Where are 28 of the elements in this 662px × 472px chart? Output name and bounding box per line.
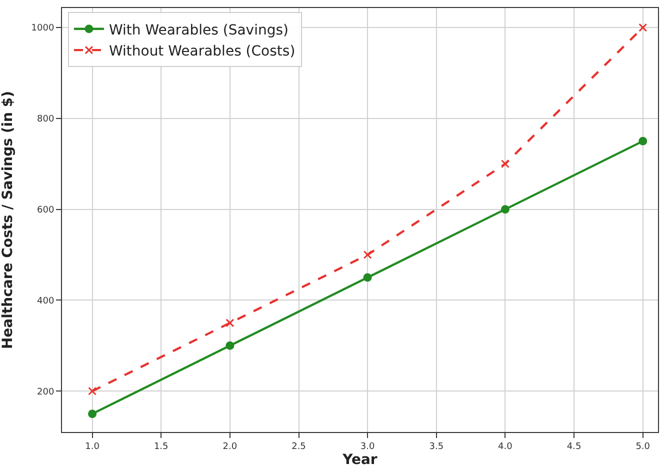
x-axis-title: Year xyxy=(342,452,378,468)
y-tick-label: 600 xyxy=(37,205,54,216)
legend-label: Without Wearables (Costs) xyxy=(108,44,296,60)
point xyxy=(226,341,234,350)
x-tick-label: 5.0 xyxy=(636,442,650,452)
y-tick-label: 400 xyxy=(37,296,54,306)
x-tick-label: 4.0 xyxy=(498,442,513,452)
y-tick-label: 800 xyxy=(37,114,54,125)
point xyxy=(226,318,234,328)
point xyxy=(88,410,97,418)
point xyxy=(363,250,372,260)
x-tick-label: 2.5 xyxy=(292,442,306,452)
point xyxy=(363,273,372,282)
point xyxy=(88,386,97,396)
x-tick-label: 3.0 xyxy=(360,442,375,452)
point xyxy=(500,205,510,214)
y-tick-label: 200 xyxy=(37,387,54,398)
x-tick-label: 1.0 xyxy=(85,442,100,452)
x-tick-label: 1.5 xyxy=(154,442,168,452)
y-tick-label: 1000 xyxy=(31,24,54,34)
point xyxy=(500,160,510,168)
x-tick-label: 4.5 xyxy=(566,442,582,452)
legend-label: With Wearables (Savings) xyxy=(108,22,289,38)
x-tick-label: 3.5 xyxy=(429,442,444,452)
y-axis-title: Healthcare Costs / Savings (in $) xyxy=(0,90,16,350)
x-tick-label: 2.0 xyxy=(222,442,238,452)
point xyxy=(638,23,648,32)
point xyxy=(638,136,648,146)
